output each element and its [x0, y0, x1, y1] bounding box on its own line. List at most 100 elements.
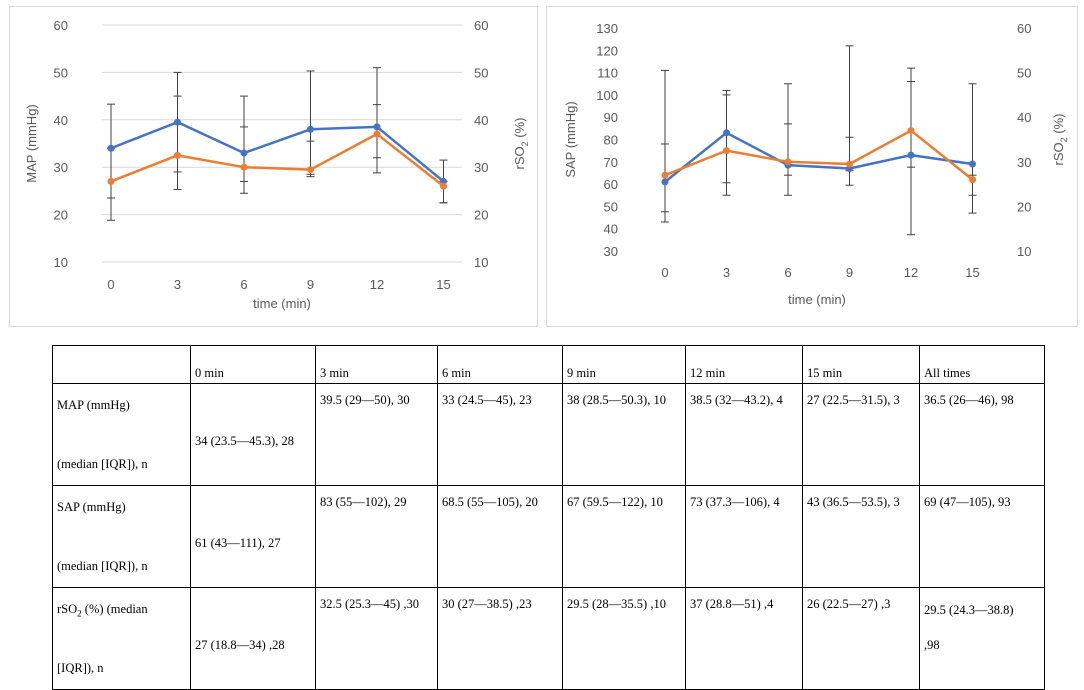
y2-label-main: rSO: [1051, 142, 1066, 165]
table-header-cell: 12 min: [685, 345, 803, 384]
y2-tick-label: 10: [1017, 244, 1031, 259]
table-cell: 33 (24.5—45), 23: [437, 383, 563, 486]
sap-rso2-chart: 30 40 50 60 70 80 90 100 110 120 130 10 20 30 40 50 60 0 3…: [563, 21, 1069, 307]
data-point-rso2: [307, 166, 314, 174]
table-cell: 29.5 (28—35.5) ,10: [562, 587, 686, 690]
row-label-bottom: (median [IQR]), n: [57, 456, 148, 471]
table-cell: 26 (22.5—27) ,3: [802, 587, 920, 690]
y-tick-label: 50: [604, 199, 618, 214]
y2-tick-label: 30: [474, 160, 488, 175]
y-tick-label: 130: [596, 21, 618, 36]
data-point-rso2: [907, 127, 915, 135]
y2-label-unit: (%): [1051, 114, 1066, 138]
data-point-rso2: [240, 163, 248, 171]
data-point-rso2: [661, 171, 669, 179]
row-label-cell: SAP (mmHg) (median [IQR]), n: [52, 485, 191, 588]
y-tick-label: 20: [54, 208, 68, 223]
summary-table: 0 min 3 min 6 min 9 min 12 min 15 min Al…: [52, 345, 1045, 690]
y-tick-label: 70: [604, 155, 618, 170]
y2-tick-label: 30: [1017, 155, 1031, 170]
y-tick-label: 120: [596, 43, 618, 58]
y2-tick-label: 60: [474, 18, 488, 33]
y2-label-main: rSO: [512, 146, 527, 169]
cell-bottom: ,98: [924, 637, 940, 652]
x-tick-label: 9: [846, 265, 853, 280]
table-cell: 34 (23.5—45.3), 28: [190, 383, 316, 486]
table-header-cell: 9 min: [562, 345, 686, 384]
row-label-cell: MAP (mmHg) (median [IQR]), n: [52, 383, 191, 486]
y-tick-label: 10: [54, 255, 68, 270]
data-point-map: [107, 144, 115, 152]
rso2-label-main: rSO: [57, 601, 78, 616]
x-tick-label: 6: [240, 277, 247, 292]
y2-label-unit: (%): [512, 118, 527, 142]
table-cell: 39.5 (29—50), 30: [315, 383, 438, 486]
map-rso2-chart: 10 20 30 40 50 60 10 20 30 40 50 60 0 3 6 9 12 15 MAP (mmH…: [24, 18, 530, 311]
x-tick-label: 3: [723, 265, 730, 280]
table-header-cell: 3 min: [315, 345, 438, 384]
data-point-rso2: [174, 151, 181, 159]
rso2-label-sub: 2: [77, 608, 82, 618]
data-point-sap: [969, 160, 976, 168]
data-point-rso2: [846, 160, 853, 168]
row-label-cell: rSO2 (%) (median [IQR]), n: [52, 587, 191, 690]
table-header-row: 0 min 3 min 6 min 9 min 12 min 15 min Al…: [52, 345, 1045, 384]
x-tick-label: 3: [174, 277, 181, 292]
x-tick-label: 15: [436, 277, 450, 292]
table-header-cell: All times: [919, 345, 1045, 384]
cell-top: 29.5 (24.3—38.8): [924, 602, 1014, 617]
y2-tick-label: 50: [474, 65, 488, 80]
series-line-sap: [664, 131, 973, 183]
y-tick-label: 80: [604, 133, 618, 148]
y2-tick-label: 40: [1017, 110, 1031, 125]
x-tick-label: 12: [370, 277, 384, 292]
data-point-sap: [723, 129, 730, 137]
y-tick-label: 60: [604, 177, 618, 192]
x-tick-label: 0: [107, 277, 114, 292]
series-line-rso2: [110, 132, 445, 188]
map-chart-panel: 10 20 30 40 50 60 10 20 30 40 50 60 0 3 6 9 12 15 MAP (mmH…: [9, 6, 538, 327]
table-header-cell: 6 min: [437, 345, 563, 384]
y2-tick-label: 50: [1017, 66, 1031, 81]
y2-label-sub: 2: [1059, 137, 1069, 142]
row-label-bottom: [IQR]), n: [57, 660, 104, 675]
table-cell: 69 (47—105), 93: [919, 485, 1045, 588]
data-point-rso2: [107, 177, 115, 185]
table-cell: 32.5 (25.3—45) ,30: [315, 587, 438, 690]
row-label-top: SAP (mmHg): [57, 499, 126, 514]
x-tick-label: 15: [965, 265, 979, 280]
data-point-rso2: [723, 147, 730, 155]
table-cell: 27 (22.5—31.5), 3: [802, 383, 920, 486]
table-header-cell: [52, 345, 191, 384]
row-label-top: rSO2 (%) (median: [57, 602, 186, 619]
y-tick-label: 30: [604, 244, 618, 259]
table-cell: 27 (18.8—34) ,28: [190, 587, 316, 690]
data-point-rso2: [440, 182, 447, 190]
table-cell: 67 (59.5—122), 10: [562, 485, 686, 588]
data-point-sap: [661, 178, 669, 186]
rso2-label-rest: (%) (median: [81, 601, 148, 616]
y-tick-label: 30: [54, 160, 68, 175]
y2-tick-label: 20: [1017, 199, 1031, 214]
data-point-sap: [907, 151, 915, 159]
data-point-map: [240, 149, 248, 157]
series-line-map: [110, 120, 445, 183]
table-cell: 38 (28.5—50.3), 10: [562, 383, 686, 486]
y2-tick-label: 40: [474, 113, 488, 128]
y2-tick-label: 10: [474, 255, 488, 270]
data-point-rso2: [969, 176, 976, 184]
table-row-rso2: rSO2 (%) (median [IQR]), n 27 (18.8—34) …: [52, 587, 1045, 690]
y-tick-label: 90: [604, 110, 618, 125]
x-tick-label: 9: [307, 277, 314, 292]
y-tick-label: 40: [604, 222, 618, 237]
table-cell: 29.5 (24.3—38.8) ,98: [919, 587, 1045, 690]
table-cell: 36.5 (26—46), 98: [919, 383, 1045, 486]
x-tick-label: 6: [784, 265, 791, 280]
y-tick-label: 110: [597, 66, 618, 81]
table-cell: 38.5 (32—43.2), 4: [685, 383, 803, 486]
row-label-bottom: (median [IQR]), n: [57, 558, 148, 573]
y2-tick-label: 60: [1017, 21, 1031, 36]
table-cell: 43 (36.5—53.5), 3: [802, 485, 920, 588]
table-cell: 61 (43—111), 27: [190, 485, 316, 588]
x-axis-label: time (min): [253, 296, 311, 311]
